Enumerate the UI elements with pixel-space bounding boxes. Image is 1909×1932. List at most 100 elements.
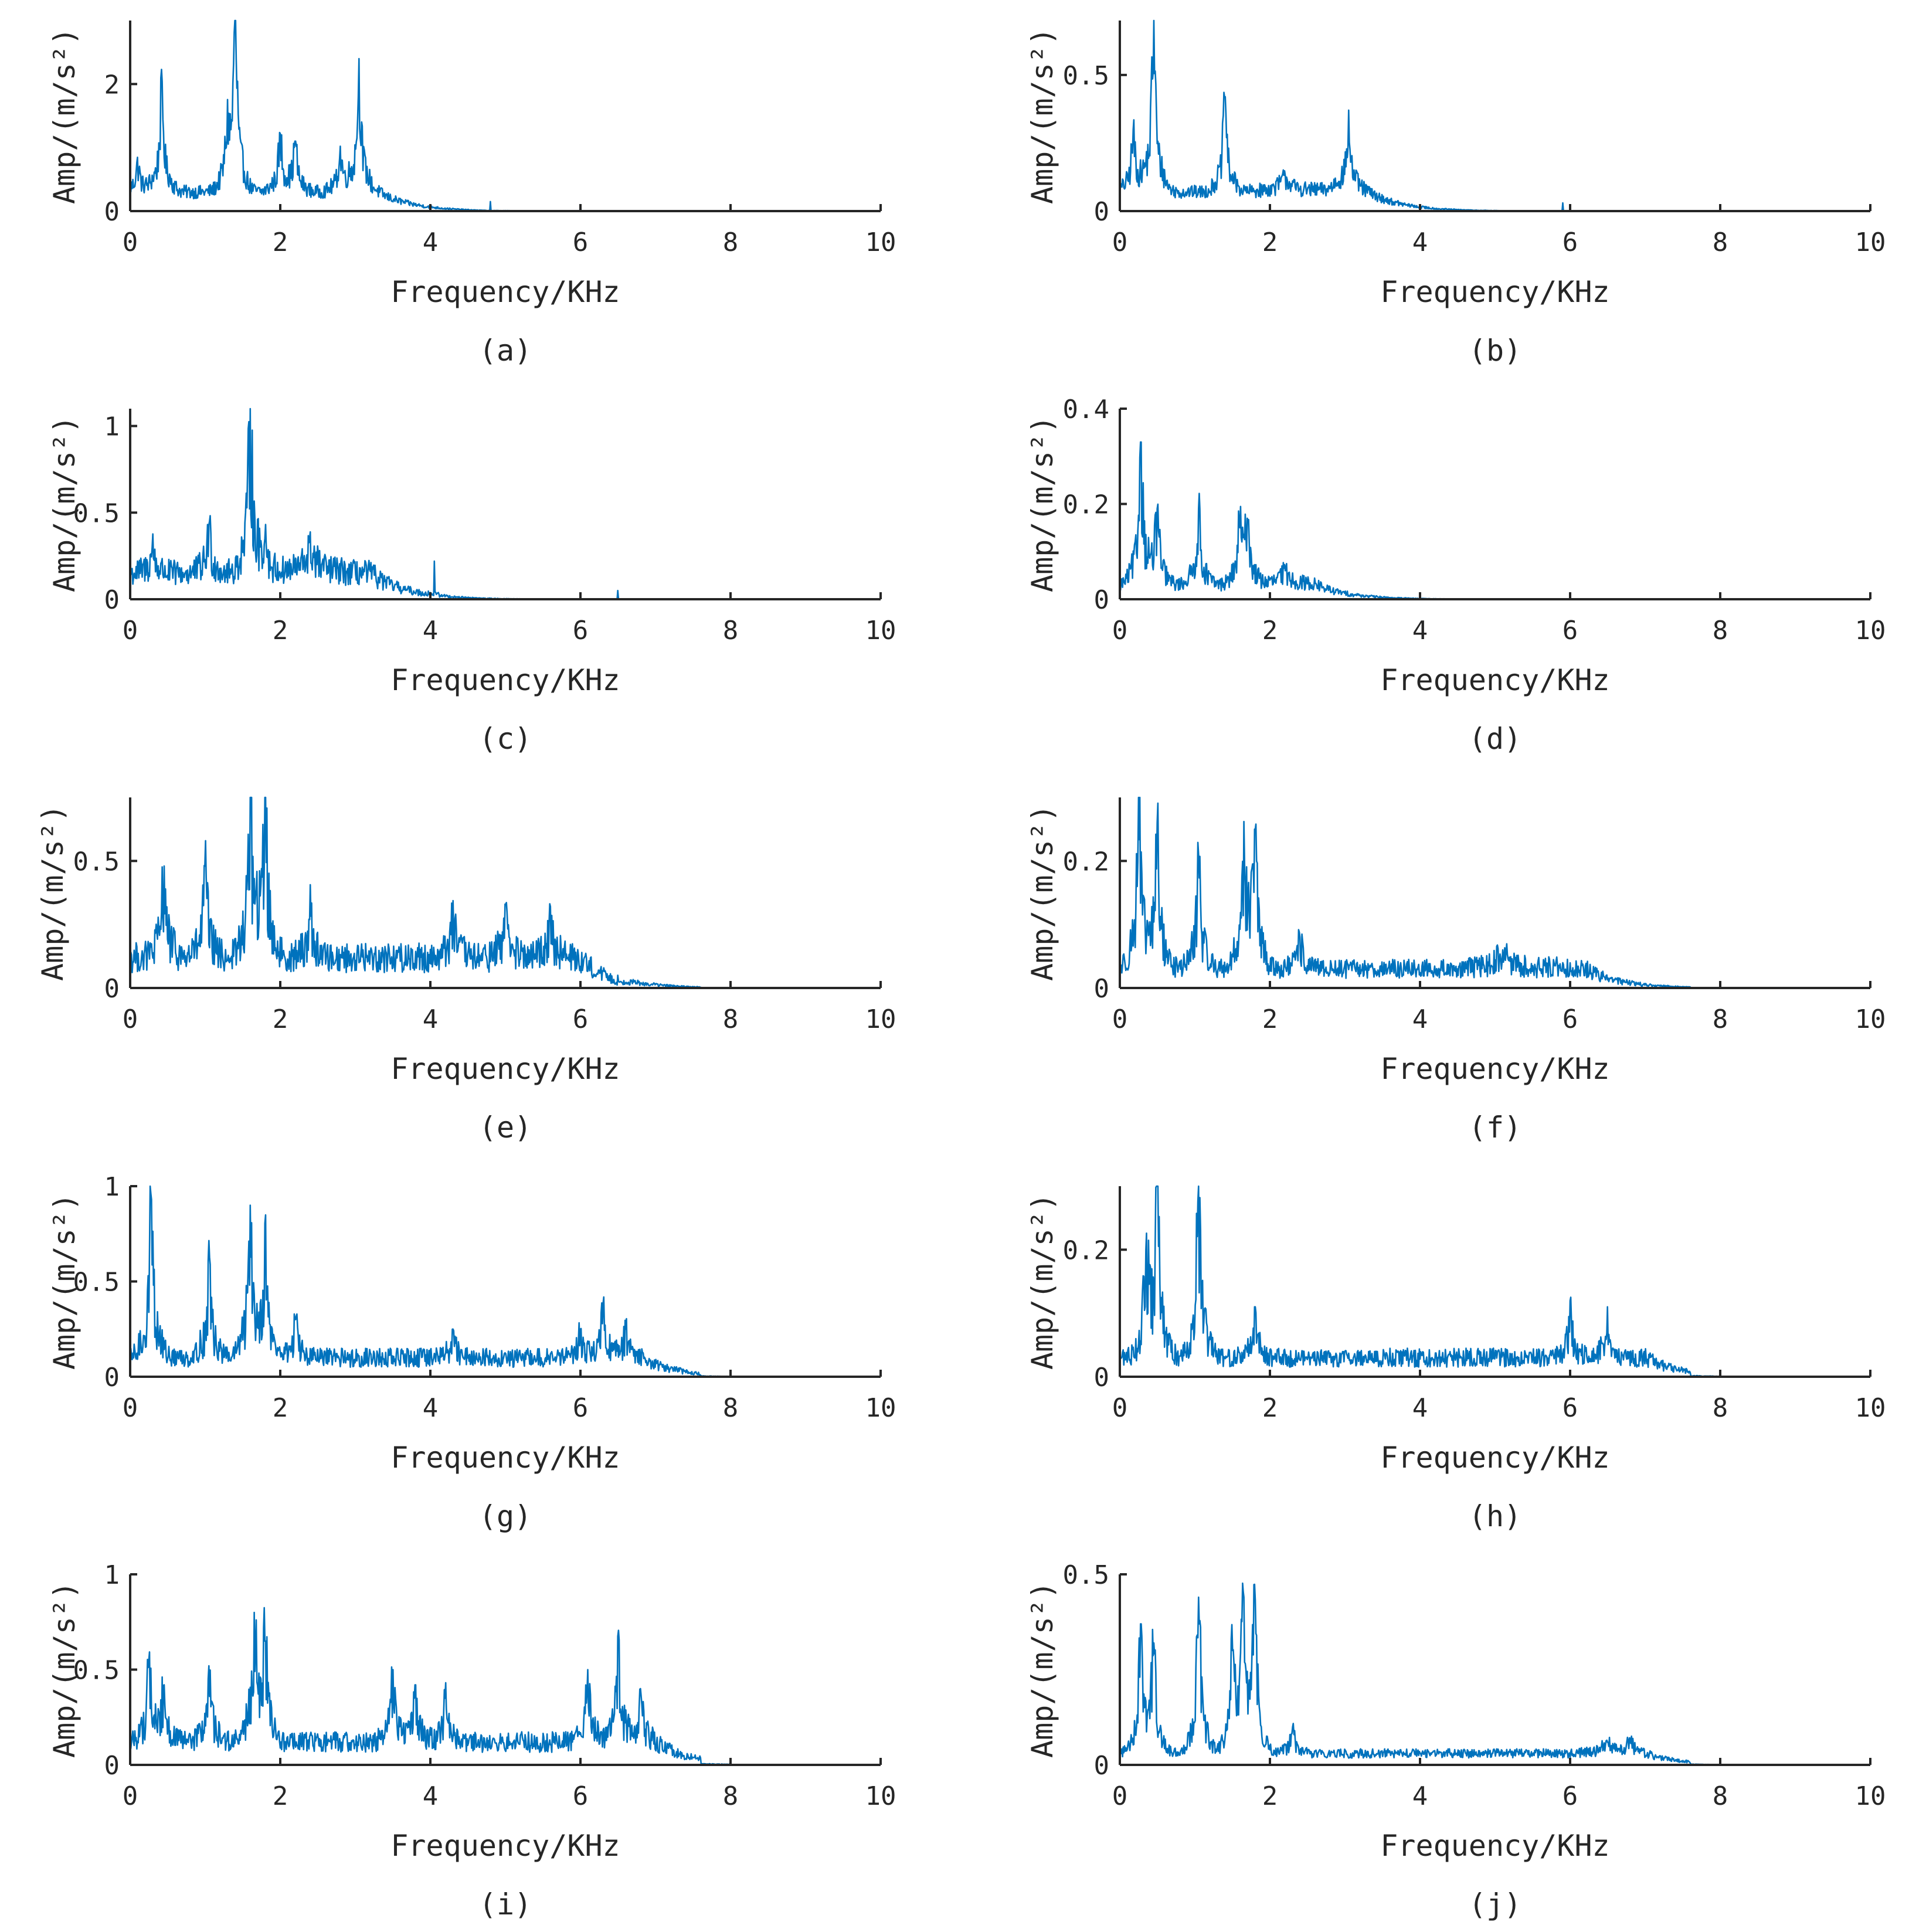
x-tick-label-e: 0: [123, 1004, 138, 1034]
spectrum-line-d: [1119, 441, 1721, 600]
x-tick-label-d: 8: [1713, 616, 1728, 646]
x-tick-label-g: 8: [723, 1393, 739, 1423]
x-tick-label-h: 2: [1262, 1393, 1278, 1423]
x-tick-label-h: 8: [1713, 1393, 1728, 1423]
x-tick-label-g: 0: [123, 1393, 138, 1423]
y-tick-label-a: 2: [104, 70, 120, 100]
y-axis-label-e: Amp/(m/s²): [36, 804, 70, 981]
caption-c: (c): [479, 722, 532, 756]
x-tick-label-f: 6: [1562, 1004, 1578, 1034]
x-tick-label-j: 8: [1713, 1781, 1728, 1811]
x-tick-label-e: 10: [865, 1004, 896, 1034]
spectrum-line-e: [129, 796, 731, 989]
subplot-h: 0 2 4 6 8 10 0 0.2 Frequency/KHz Amp/(m/s²) (h): [1025, 1185, 1886, 1533]
y-tick-label-a: 0: [104, 197, 120, 227]
x-tick-label-j: 2: [1262, 1781, 1278, 1811]
x-tick-label-f: 4: [1412, 1004, 1428, 1034]
y-tick-label-e: 0: [104, 974, 120, 1004]
spectrum-line-a: [129, 19, 731, 212]
y-tick-label-i: 0: [104, 1751, 120, 1781]
x-tick-label-d: 2: [1262, 616, 1278, 646]
y-tick-label-i: 0.5: [73, 1656, 120, 1686]
caption-d: (d): [1469, 722, 1521, 756]
spectrum-line-g: [129, 1185, 731, 1377]
x-tick-label-i: 2: [273, 1781, 288, 1811]
x-tick-label-i: 6: [573, 1781, 589, 1811]
y-axis-label-f: Amp/(m/s²): [1025, 804, 1059, 981]
x-tick-label-b: 8: [1713, 228, 1728, 257]
x-tick-label-e: 2: [273, 1004, 288, 1034]
x-tick-label-a: 4: [423, 228, 439, 257]
spectrum-line-h: [1119, 1185, 1721, 1377]
x-tick-label-g: 4: [423, 1393, 439, 1423]
x-tick-label-b: 2: [1262, 228, 1278, 257]
y-tick-label-c: 0.5: [73, 498, 120, 528]
x-tick-label-c: 10: [865, 616, 896, 646]
x-tick-label-g: 6: [573, 1393, 589, 1423]
y-tick-label-g: 1: [104, 1172, 120, 1202]
x-tick-label-g: 10: [865, 1393, 896, 1423]
x-tick-label-g: 2: [273, 1393, 288, 1423]
y-tick-label-g: 0.5: [73, 1268, 120, 1298]
y-axis-label-h: Amp/(m/s²): [1025, 1193, 1059, 1370]
x-tick-label-b: 6: [1562, 228, 1578, 257]
y-axis-label-j: Amp/(m/s²): [1025, 1581, 1059, 1758]
x-tick-label-i: 4: [423, 1781, 439, 1811]
y-tick-label-f: 0.2: [1063, 847, 1109, 877]
x-tick-label-d: 6: [1562, 616, 1578, 646]
x-tick-label-j: 0: [1112, 1781, 1128, 1811]
y-tick-label-d: 0: [1094, 585, 1110, 615]
x-tick-label-a: 2: [273, 228, 288, 257]
x-tick-label-i: 10: [865, 1781, 896, 1811]
x-tick-label-j: 10: [1855, 1781, 1886, 1811]
y-tick-label-b: 0.5: [1063, 61, 1109, 91]
x-tick-label-i: 0: [123, 1781, 138, 1811]
caption-a: (a): [479, 334, 532, 368]
subplot-c: 0 2 4 6 8 10 0 0.5 1 Frequency/KHz Amp/(m/s²) (c): [47, 408, 896, 756]
x-axis-label-e: Frequency/KHz: [390, 1052, 620, 1086]
spectrum-line-j: [1119, 1582, 1721, 1765]
y-axis-label-i: Amp/(m/s²): [47, 1581, 81, 1758]
subplot-g: 0 2 4 6 8 10 0 0.5 1 Frequency/KHz Amp/(m/s²) (g): [47, 1172, 896, 1533]
y-tick-label-d: 0.4: [1063, 395, 1109, 425]
x-tick-label-b: 10: [1855, 228, 1886, 257]
x-axis-label-a: Frequency/KHz: [390, 275, 620, 309]
x-tick-label-a: 6: [573, 228, 589, 257]
caption-b: (b): [1469, 334, 1521, 368]
caption-f: (f): [1469, 1111, 1521, 1145]
x-tick-label-a: 0: [123, 228, 138, 257]
y-tick-label-h: 0.2: [1063, 1235, 1109, 1265]
x-tick-label-c: 0: [123, 616, 138, 646]
x-axis-label-d: Frequency/KHz: [1380, 663, 1609, 697]
subplot-j: 0 2 4 6 8 10 0 0.5 Frequency/KHz Amp/(m/s²) (j): [1025, 1560, 1886, 1921]
x-axis-label-f: Frequency/KHz: [1380, 1052, 1609, 1086]
x-tick-label-h: 0: [1112, 1393, 1128, 1423]
x-tick-label-c: 2: [273, 616, 288, 646]
y-axis-label-d: Amp/(m/s²): [1025, 416, 1059, 592]
subplot-b: 0 2 4 6 8 10 0 0.5 Frequency/KHz Amp/(m/s²) (b): [1025, 19, 1886, 368]
caption-h: (h): [1469, 1499, 1521, 1533]
x-axis-label-c: Frequency/KHz: [390, 663, 620, 697]
caption-g: (g): [479, 1499, 532, 1533]
y-tick-label-e: 0.5: [73, 847, 120, 877]
x-tick-label-d: 10: [1855, 616, 1886, 646]
x-tick-label-h: 4: [1412, 1393, 1428, 1423]
x-tick-label-i: 8: [723, 1781, 739, 1811]
x-tick-label-h: 6: [1562, 1393, 1578, 1423]
subplot-i: 0 2 4 6 8 10 0 0.5 1 Frequency/KHz Amp/(m/s²) (i): [47, 1560, 896, 1921]
x-axis-label-h: Frequency/KHz: [1380, 1441, 1609, 1475]
x-axis-label-i: Frequency/KHz: [390, 1829, 620, 1863]
x-tick-label-e: 8: [723, 1004, 739, 1034]
spectrum-line-i: [129, 1607, 731, 1765]
y-axis-label-g: Amp/(m/s²): [47, 1193, 81, 1370]
subplot-f: 0 2 4 6 8 10 0 0.2 Frequency/KHz Amp/(m/s²) (f): [1025, 796, 1886, 1145]
x-tick-label-c: 8: [723, 616, 739, 646]
x-tick-label-j: 6: [1562, 1781, 1578, 1811]
y-tick-label-b: 0: [1094, 197, 1110, 227]
subplot-a: 0 2 4 6 8 10 0 2 Frequency/KHz Amp/(m/s²) (a): [47, 19, 896, 368]
y-tick-label-c: 0: [104, 585, 120, 615]
y-tick-label-j: 0.5: [1063, 1560, 1109, 1590]
x-tick-label-f: 0: [1112, 1004, 1128, 1034]
x-tick-label-f: 8: [1713, 1004, 1728, 1034]
